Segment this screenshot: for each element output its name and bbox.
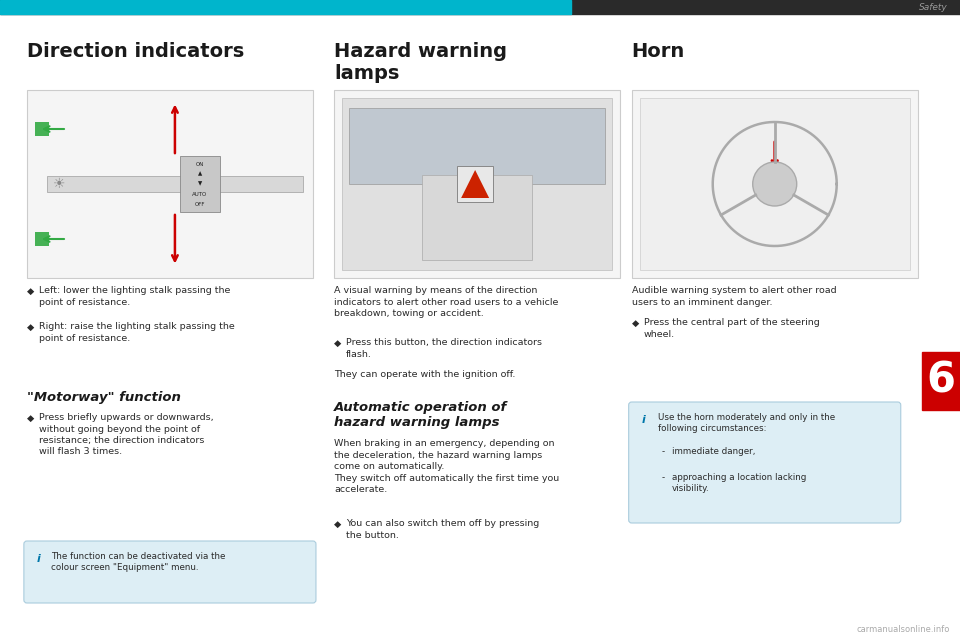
Text: Press this button, the direction indicators
flash.: Press this button, the direction indicat… — [346, 339, 542, 358]
Text: Audible warning system to alert other road
users to an imminent danger.: Audible warning system to alert other ro… — [632, 287, 836, 307]
Text: They can operate with the ignition off.: They can operate with the ignition off. — [334, 371, 516, 380]
Text: Direction indicators: Direction indicators — [27, 42, 244, 61]
Bar — [0, 0, 571, 14]
Bar — [35, 122, 49, 136]
Bar — [457, 166, 493, 202]
Text: i: i — [36, 554, 41, 564]
Text: ◆: ◆ — [334, 339, 342, 348]
Text: OFF: OFF — [195, 202, 205, 207]
Text: Safety: Safety — [920, 3, 948, 12]
Text: The function can be deactivated via the
colour screen "Equipment" menu.: The function can be deactivated via the … — [51, 552, 226, 572]
Bar — [639, 97, 910, 270]
Bar — [632, 90, 918, 278]
Text: Right: raise the lighting stalk passing the
point of resistance.: Right: raise the lighting stalk passing … — [38, 323, 234, 342]
Text: 6: 6 — [926, 360, 955, 402]
Text: Horn: Horn — [632, 42, 684, 61]
Bar — [47, 176, 303, 192]
Text: i: i — [641, 415, 646, 425]
Bar — [0, 0, 960, 14]
Text: carmanualsonline.info: carmanualsonline.info — [856, 625, 950, 634]
Text: A visual warning by means of the direction
indicators to alert other road users : A visual warning by means of the directi… — [334, 287, 559, 318]
Circle shape — [753, 162, 797, 206]
Bar — [334, 90, 620, 278]
Text: Press briefly upwards or downwards,
without going beyond the point of
resistance: Press briefly upwards or downwards, with… — [38, 413, 213, 456]
Bar — [342, 97, 612, 270]
Polygon shape — [461, 170, 489, 198]
Text: You can also switch them off by pressing
the button.: You can also switch them off by pressing… — [346, 520, 540, 540]
Text: Left: lower the lighting stalk passing the
point of resistance.: Left: lower the lighting stalk passing t… — [38, 287, 230, 307]
Bar — [349, 108, 605, 184]
Bar — [27, 90, 313, 278]
Text: ▼: ▼ — [198, 182, 202, 186]
Text: Use the horn moderately and only in the
following circumstances:: Use the horn moderately and only in the … — [658, 413, 835, 433]
Bar — [180, 156, 220, 212]
Text: -: - — [661, 473, 665, 482]
Text: ◆: ◆ — [334, 520, 342, 529]
Text: -: - — [661, 447, 665, 456]
Text: ◆: ◆ — [27, 413, 35, 422]
Text: ☀: ☀ — [53, 177, 65, 191]
FancyBboxPatch shape — [24, 541, 316, 603]
FancyBboxPatch shape — [629, 402, 900, 523]
Text: ◆: ◆ — [632, 319, 639, 328]
Text: Automatic operation of
hazard warning lamps: Automatic operation of hazard warning la… — [334, 401, 507, 429]
Bar — [922, 351, 960, 410]
Text: ◆: ◆ — [27, 323, 35, 332]
Text: Press the central part of the steering
wheel.: Press the central part of the steering w… — [644, 319, 820, 339]
Text: approaching a location lacking
visibility.: approaching a location lacking visibilit… — [672, 473, 806, 493]
Text: Hazard warning
lamps: Hazard warning lamps — [334, 42, 507, 83]
Text: AUTO: AUTO — [192, 191, 207, 196]
Text: immediate danger,: immediate danger, — [672, 447, 756, 456]
Text: ON: ON — [196, 161, 204, 166]
Bar — [422, 175, 532, 260]
Text: When braking in an emergency, depending on
the deceleration, the hazard warning : When braking in an emergency, depending … — [334, 440, 560, 494]
Bar — [35, 232, 49, 246]
Text: ▲: ▲ — [198, 172, 202, 177]
Text: ◆: ◆ — [27, 287, 35, 296]
Text: "Motorway" function: "Motorway" function — [27, 392, 180, 404]
